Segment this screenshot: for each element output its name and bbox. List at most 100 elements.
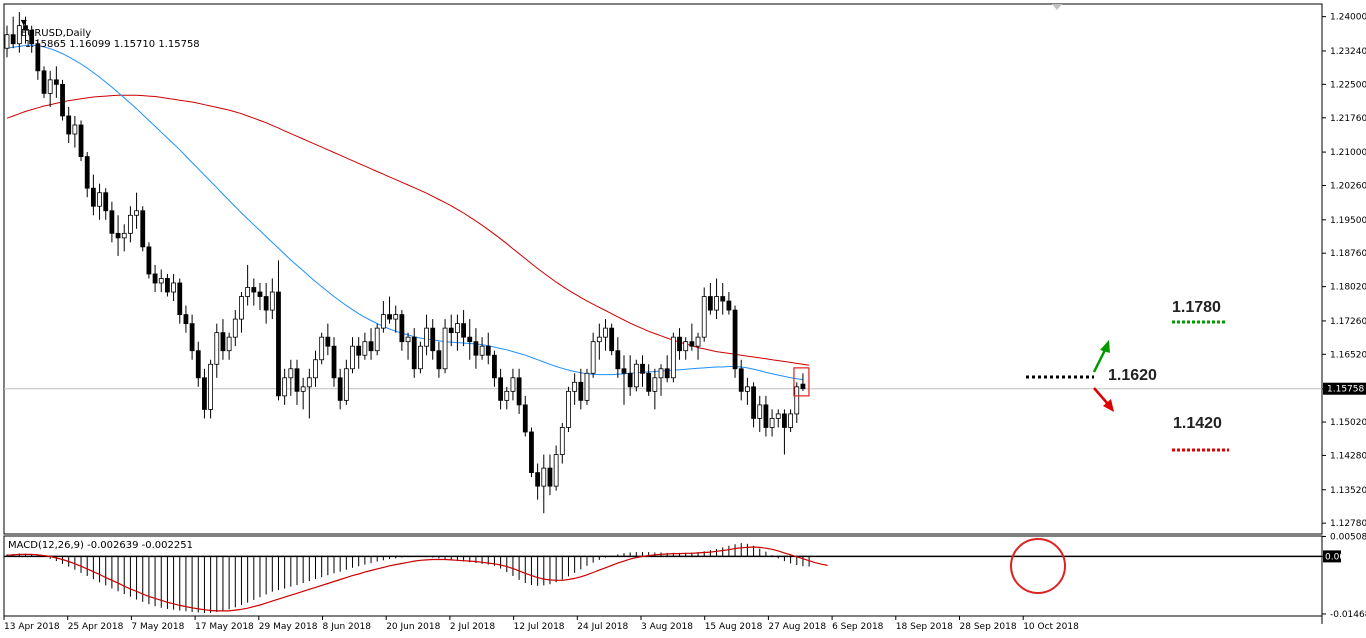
candle-body bbox=[171, 282, 176, 293]
candle-body bbox=[559, 427, 565, 455]
candle-body bbox=[269, 291, 275, 311]
candle-body bbox=[436, 350, 442, 370]
candle-body bbox=[411, 336, 417, 370]
down-arrow-shaft bbox=[1093, 387, 1108, 404]
last-candle-highlight bbox=[793, 367, 810, 397]
chart-header: ▼ EURUSD,Daily 1.15865 1.16099 1.15710 1… bbox=[8, 6, 200, 61]
candle-body bbox=[276, 291, 281, 397]
candle-body bbox=[603, 327, 608, 338]
candle-body bbox=[90, 187, 96, 207]
candle-body bbox=[66, 115, 72, 135]
target-up-label: 1.1780 bbox=[1172, 299, 1221, 316]
candle-body bbox=[72, 124, 78, 135]
x-tick-label: 6 Sep 2018 bbox=[832, 622, 884, 632]
candle-body bbox=[152, 273, 158, 284]
candle-body bbox=[121, 232, 127, 239]
y-tick-label: 1.18760 bbox=[1330, 249, 1366, 259]
y-tick-label: 1.15020 bbox=[1330, 418, 1366, 428]
candle-body bbox=[455, 323, 460, 334]
candle-body bbox=[134, 210, 139, 216]
candle-body bbox=[640, 363, 645, 374]
candle-body bbox=[232, 318, 238, 338]
macd-zero-label: 0.00 bbox=[1325, 552, 1345, 562]
x-tick-label: 13 Apr 2018 bbox=[4, 622, 60, 632]
candle-body bbox=[800, 383, 806, 390]
current-price-label: 1.15758 bbox=[1327, 385, 1364, 395]
candle-body bbox=[337, 377, 343, 401]
candle-body bbox=[331, 345, 337, 379]
candle-body bbox=[356, 345, 362, 356]
candle-body bbox=[492, 354, 497, 379]
candle-body bbox=[4, 34, 10, 49]
candle-body bbox=[177, 282, 183, 315]
candle-body bbox=[399, 314, 405, 343]
candle-body bbox=[566, 390, 571, 428]
candle-body bbox=[738, 368, 744, 392]
candle-body bbox=[282, 377, 288, 397]
candle-body bbox=[226, 336, 232, 352]
candle-body bbox=[461, 323, 466, 338]
candle-body bbox=[646, 372, 652, 392]
candle-body bbox=[498, 377, 504, 401]
ohlc-readout: 1.15865 1.16099 1.15710 1.15758 bbox=[24, 39, 200, 50]
y-tick-label: 1.17260 bbox=[1330, 317, 1366, 327]
candle-body bbox=[658, 368, 664, 379]
candle-body bbox=[504, 390, 510, 401]
candle-body bbox=[84, 156, 90, 189]
x-tick-label: 10 Oct 2018 bbox=[1023, 622, 1079, 632]
candle-body bbox=[306, 377, 312, 388]
candle-body bbox=[584, 372, 590, 401]
y-tick-label: 1.12780 bbox=[1330, 519, 1366, 529]
candle-body bbox=[53, 79, 59, 85]
candle-body bbox=[627, 372, 633, 388]
x-tick-label: 25 Apr 2018 bbox=[68, 622, 124, 632]
candle-body bbox=[701, 296, 707, 338]
x-tick-label: 17 May 2018 bbox=[195, 622, 254, 632]
y-tick-label: 1.16520 bbox=[1330, 350, 1366, 360]
candle-body bbox=[683, 341, 689, 352]
candle-body bbox=[103, 192, 109, 212]
candle-body bbox=[664, 368, 670, 379]
candle-body bbox=[726, 300, 732, 311]
x-tick-label: 27 Aug 2018 bbox=[768, 622, 826, 632]
candle-body bbox=[380, 314, 386, 329]
x-tick-label: 15 Aug 2018 bbox=[705, 622, 763, 632]
y-tick-label: 1.22500 bbox=[1330, 80, 1366, 90]
candle-body bbox=[239, 296, 244, 320]
candle-body bbox=[430, 327, 436, 352]
candle-body bbox=[745, 386, 750, 392]
y-tick-label: 1.20260 bbox=[1330, 181, 1366, 191]
candle-body bbox=[257, 291, 263, 297]
y-tick-label: 1.19500 bbox=[1330, 216, 1366, 226]
candle-body bbox=[572, 381, 578, 392]
triangle-down-icon[interactable]: ▼ bbox=[20, 18, 27, 27]
x-tick-label: 8 Jun 2018 bbox=[323, 622, 372, 632]
candle-body bbox=[220, 332, 226, 352]
candle-body bbox=[707, 296, 713, 311]
macd-plot-frame bbox=[3, 535, 1323, 617]
candle-body bbox=[127, 214, 133, 234]
candle-body bbox=[41, 70, 47, 94]
candle-body bbox=[214, 332, 220, 365]
candle-body bbox=[60, 83, 65, 117]
candle-body bbox=[541, 467, 547, 487]
candle-body bbox=[794, 386, 800, 415]
candle-body bbox=[714, 296, 719, 311]
candle-body bbox=[263, 296, 269, 311]
candle-body bbox=[621, 368, 627, 374]
candle-body bbox=[16, 25, 22, 45]
target-down-label: 1.1420 bbox=[1173, 415, 1222, 432]
candle-body bbox=[350, 345, 355, 370]
y-tick-label: 1.21760 bbox=[1330, 114, 1366, 124]
candle-body bbox=[288, 368, 294, 379]
candle-body bbox=[522, 404, 528, 433]
macd-y-tick-label: 0.005085 bbox=[1330, 532, 1366, 542]
candle-body bbox=[782, 413, 787, 428]
candle-body bbox=[300, 386, 306, 392]
ma-fast-line bbox=[6, 44, 803, 381]
candle-body bbox=[596, 336, 602, 343]
up-arrow-icon bbox=[1100, 340, 1110, 353]
candle-body bbox=[325, 336, 331, 347]
candle-body bbox=[689, 341, 695, 347]
